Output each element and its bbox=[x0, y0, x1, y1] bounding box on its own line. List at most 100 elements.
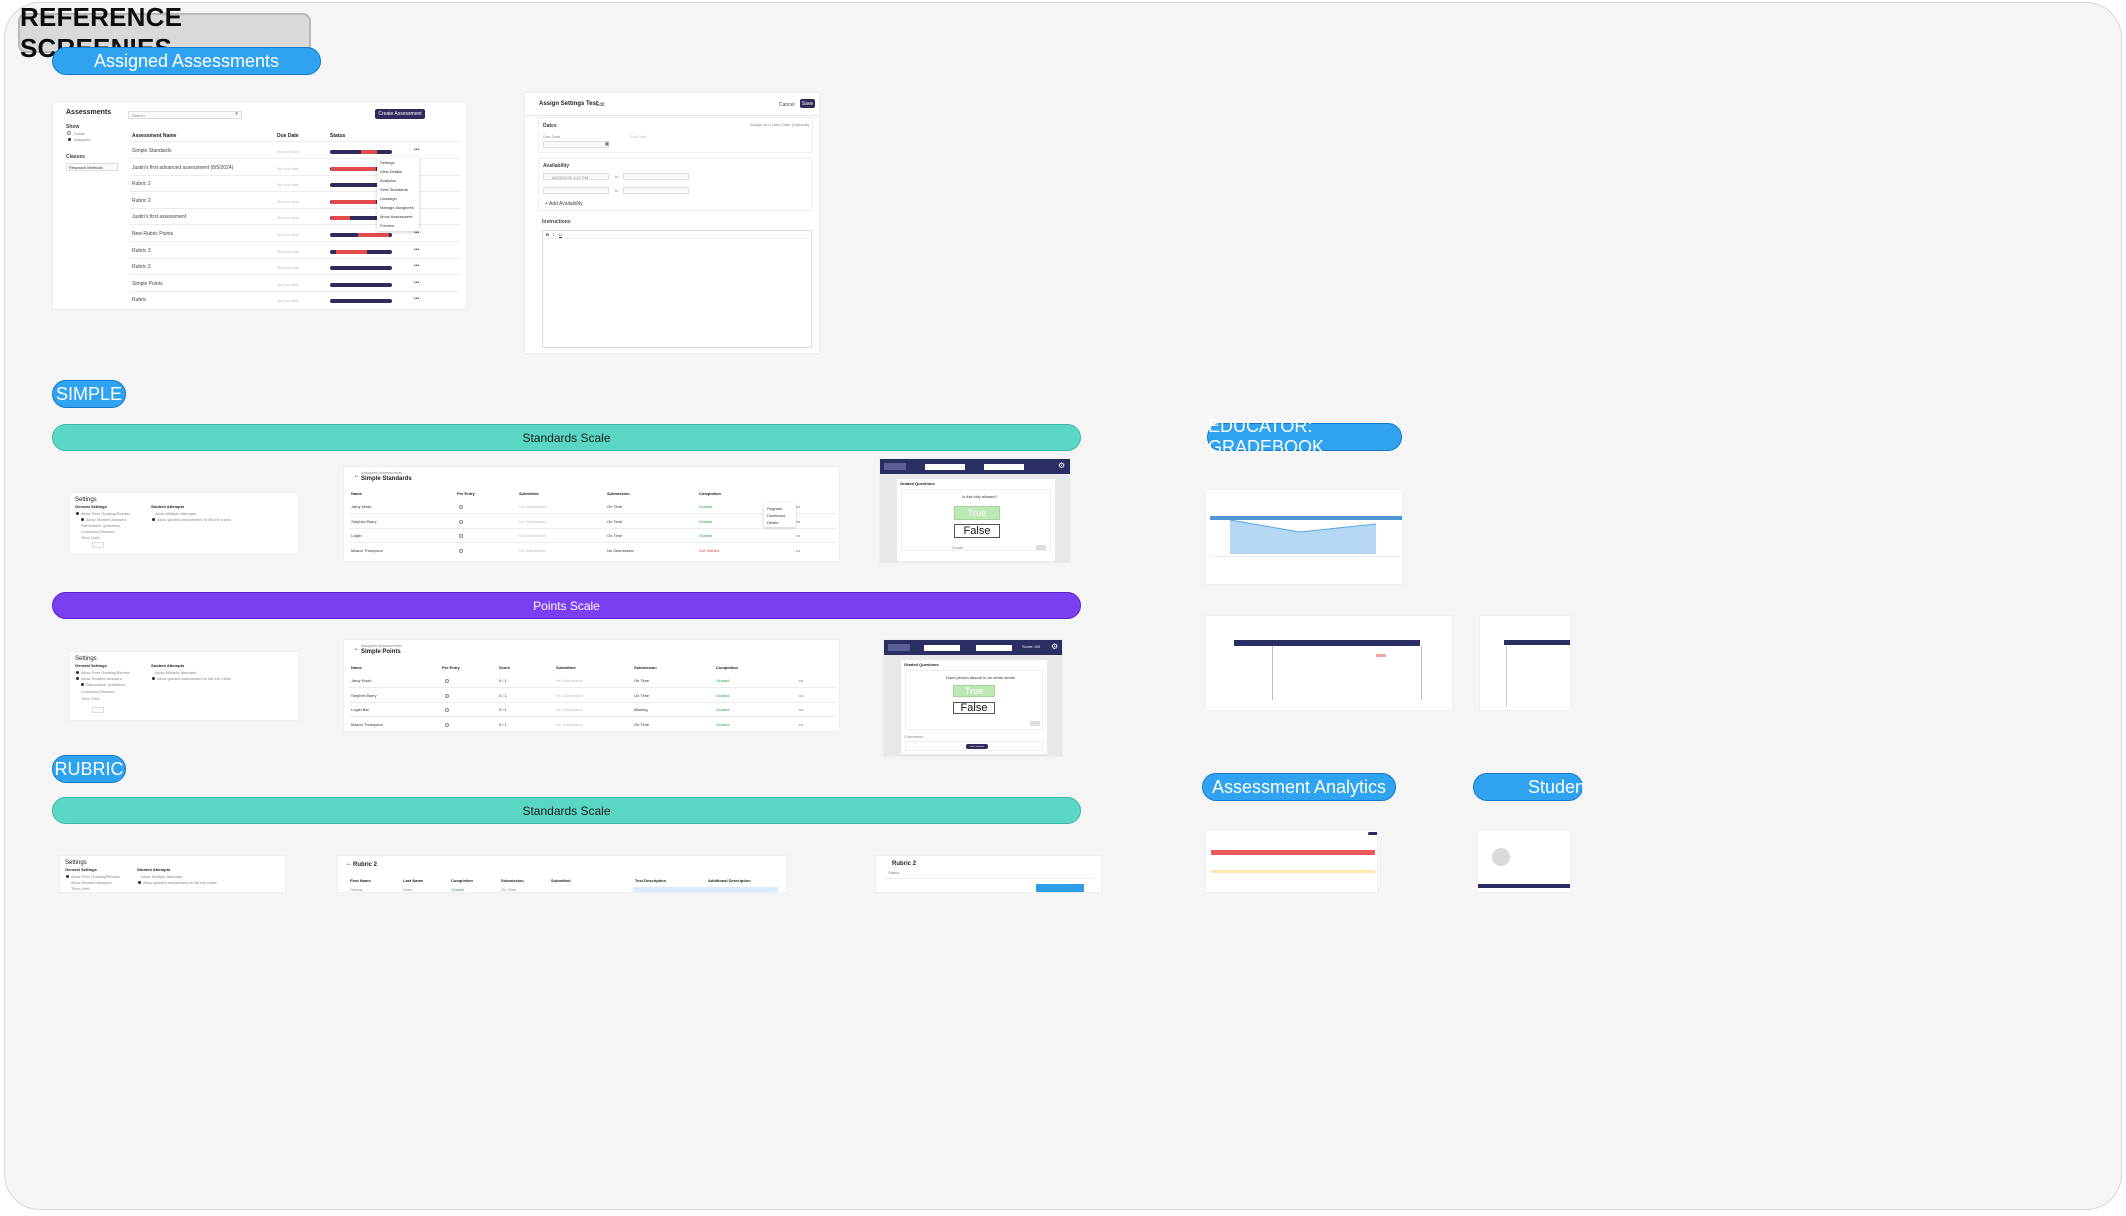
section-pill-assessment-analytics[interactable]: Assessment Analytics bbox=[1202, 773, 1396, 801]
assessment-name[interactable]: New Rubric Points bbox=[132, 231, 174, 237]
instructions-editor[interactable]: B I U bbox=[542, 230, 813, 348]
drafts-radio[interactable] bbox=[67, 131, 71, 135]
menu-item[interactable]: View Details bbox=[380, 169, 402, 174]
submit-button[interactable] bbox=[1036, 884, 1084, 892]
save-button[interactable]: Save bbox=[800, 99, 815, 108]
setting-checkbox-3[interactable] bbox=[81, 683, 84, 686]
availability-end-input[interactable] bbox=[623, 173, 689, 180]
settings-gear-icon[interactable]: ⚙ bbox=[1058, 461, 1066, 470]
more-options-icon[interactable]: ••• bbox=[414, 296, 420, 303]
more-options-icon[interactable]: ••• bbox=[414, 147, 420, 153]
student-answers-checkbox[interactable] bbox=[81, 518, 84, 521]
setting-checkbox[interactable] bbox=[66, 875, 69, 878]
peer-grading-checkbox[interactable] bbox=[76, 512, 79, 515]
student-name[interactable]: Stephen Barry bbox=[351, 518, 377, 524]
row-more-icon[interactable]: ••• bbox=[796, 547, 801, 553]
more-options-icon[interactable]: ••• bbox=[414, 279, 420, 286]
row-more-icon[interactable]: ••• bbox=[796, 504, 801, 509]
more-options-icon[interactable]: ••• bbox=[414, 246, 420, 253]
assessment-name[interactable]: Justin's first assessment bbox=[132, 214, 187, 221]
save-comment-button[interactable]: Save Comment bbox=[966, 744, 988, 749]
class-select[interactable]: Research Methods bbox=[66, 163, 118, 171]
false-option[interactable]: False bbox=[954, 524, 1000, 538]
more-options-icon[interactable]: ••• bbox=[414, 263, 420, 270]
question-select[interactable] bbox=[984, 464, 1024, 470]
menu-item[interactable]: Analytics bbox=[380, 178, 397, 183]
availability-start-input[interactable]: 05/22/2025 2:07 PM bbox=[543, 173, 609, 180]
cancel-button[interactable]: Cancel bbox=[779, 102, 795, 108]
menu-item[interactable]: Preview bbox=[380, 223, 395, 228]
availability-start-input-2[interactable] bbox=[543, 187, 609, 194]
assessment-name[interactable]: Simple Points bbox=[132, 280, 163, 287]
section-pill-educator-gradebook[interactable]: EDUCATOR: GRADEBOOK bbox=[1207, 416, 1402, 457]
underline-icon[interactable]: U bbox=[559, 232, 562, 237]
row-more-icon[interactable]: ••• bbox=[799, 721, 804, 727]
menu-item[interactable]: Move Assessment bbox=[380, 214, 413, 219]
assessment-name[interactable]: Rubric 2 bbox=[132, 197, 151, 204]
italic-icon[interactable]: I bbox=[553, 232, 555, 237]
assessment-name[interactable]: Rubric 2 bbox=[132, 264, 151, 271]
assessment-name[interactable]: Simple Standards bbox=[132, 148, 172, 154]
setting-checkbox-1[interactable] bbox=[76, 671, 79, 674]
create-assessment-button[interactable]: Create Assessment bbox=[375, 109, 425, 119]
row-first-name[interactable]: Gerina bbox=[350, 887, 363, 892]
student-name[interactable]: Mason Thompson bbox=[351, 721, 383, 727]
student-select[interactable] bbox=[924, 645, 960, 651]
analytics-action-button[interactable] bbox=[1368, 832, 1377, 835]
availability-end-input-2[interactable] bbox=[623, 187, 689, 194]
grade-save-button[interactable] bbox=[1036, 545, 1046, 550]
settings-gear-icon[interactable]: ⚙ bbox=[1051, 642, 1059, 651]
assessment-name[interactable]: Rubric 2 bbox=[132, 181, 151, 188]
due-date-input[interactable] bbox=[543, 141, 609, 148]
assessment-name[interactable]: Rubric bbox=[132, 297, 147, 304]
menu-item[interactable]: View Standards bbox=[380, 187, 408, 192]
student-name[interactable]: Loglin Bal bbox=[351, 707, 369, 712]
student-name[interactable]: Loglin bbox=[351, 533, 362, 538]
comments-box[interactable]: Save Comment bbox=[905, 741, 1043, 751]
row-menu-item[interactable]: Regrade bbox=[767, 506, 783, 511]
standards-scale-bar-1[interactable]: Standards Scale bbox=[52, 424, 1081, 451]
row-more-icon[interactable]: ••• bbox=[799, 678, 804, 683]
back-arrow-icon[interactable]: ← bbox=[346, 861, 352, 867]
assessment-name[interactable]: Justin's first advanced assessment (8/5/… bbox=[132, 164, 234, 171]
section-pill-simple[interactable]: SIMPLE bbox=[52, 380, 126, 408]
setting-checkbox-2[interactable] bbox=[76, 677, 79, 680]
menu-item[interactable]: Unassign bbox=[380, 196, 397, 201]
points-scale-bar[interactable]: Points Scale bbox=[52, 592, 1081, 619]
menu-item[interactable]: Settings bbox=[380, 160, 395, 165]
calendar-icon[interactable]: ▦ bbox=[605, 141, 609, 146]
section-pill-assigned-assessments[interactable]: Assigned Assessments bbox=[52, 47, 321, 75]
assessments-search-input[interactable]: Search bbox=[128, 111, 242, 119]
student-name[interactable]: Stephen Barry bbox=[351, 692, 377, 698]
back-arrow-icon[interactable]: ← bbox=[354, 473, 360, 479]
row-more-icon[interactable]: ••• bbox=[799, 692, 804, 698]
student-select[interactable] bbox=[925, 464, 965, 470]
question-select[interactable] bbox=[976, 645, 1012, 651]
more-options-icon[interactable]: ••• bbox=[414, 230, 420, 236]
bold-icon[interactable]: B bbox=[546, 232, 549, 237]
assessment-name[interactable]: Rubric 3 bbox=[132, 247, 151, 254]
assigned-radio[interactable] bbox=[68, 138, 71, 141]
attempts-fail-checkbox[interactable] bbox=[152, 518, 155, 521]
time-limit-input[interactable] bbox=[92, 542, 104, 548]
menu-item[interactable]: Manage Assignees bbox=[380, 205, 414, 210]
time-limit-input[interactable] bbox=[92, 707, 104, 713]
section-pill-student[interactable]: Studen bbox=[1473, 773, 1585, 801]
row-more-icon[interactable]: ••• bbox=[799, 707, 804, 712]
standards-scale-bar-2[interactable]: Standards Scale bbox=[52, 797, 1081, 824]
lock-toggle-label[interactable]: Assign as a Later Date (Optional) bbox=[750, 122, 810, 127]
true-option[interactable]: True bbox=[954, 506, 1000, 520]
edit-link[interactable]: Edit bbox=[596, 102, 605, 108]
breadcrumb[interactable]: Assigned Assessments bbox=[361, 470, 403, 475]
false-option[interactable]: False bbox=[953, 702, 995, 714]
breadcrumb[interactable]: Assigned Assessments bbox=[361, 643, 403, 648]
true-option[interactable]: True bbox=[953, 685, 995, 697]
attempts-fail-checkbox[interactable] bbox=[152, 677, 155, 680]
student-name[interactable]: Jamy Kissh bbox=[351, 504, 372, 509]
row-menu-item[interactable]: Download bbox=[767, 513, 785, 518]
section-pill-rubric[interactable]: RUBRIC bbox=[52, 755, 126, 783]
grader-tab[interactable] bbox=[884, 463, 906, 470]
student-name[interactable]: Jamy Kissh bbox=[351, 678, 372, 683]
attempts-fail-checkbox[interactable] bbox=[138, 881, 141, 884]
grade-save-button[interactable] bbox=[1030, 721, 1040, 726]
